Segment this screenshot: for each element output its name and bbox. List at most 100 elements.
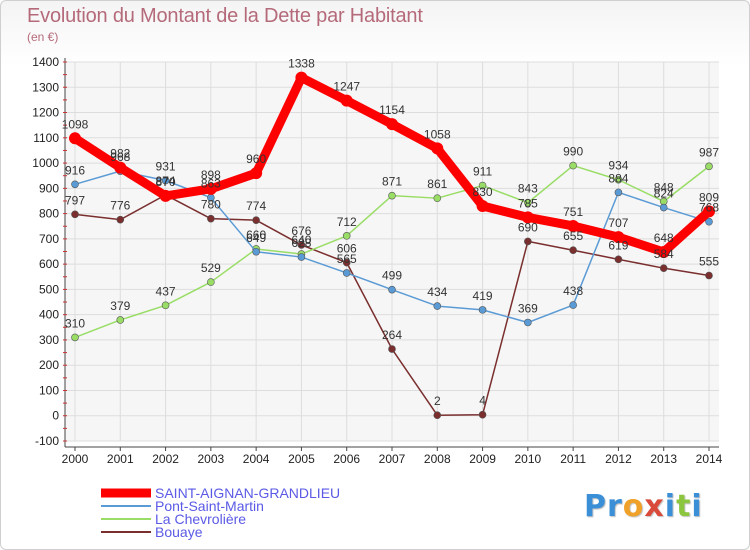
data-point: [659, 203, 668, 212]
logo-letter: P: [584, 489, 607, 524]
data-label: 776: [110, 199, 130, 213]
data-label: 1247: [333, 80, 360, 94]
y-tick-label: 300: [39, 333, 59, 347]
data-label: 619: [608, 238, 628, 252]
data-point: [524, 198, 532, 207]
data-point: [703, 205, 715, 218]
data-label: 982: [110, 147, 130, 161]
data-label: 861: [427, 177, 447, 191]
data-label: 884: [608, 171, 628, 185]
data-point: [252, 216, 260, 224]
data-label: 584: [654, 247, 674, 261]
data-label: 2: [434, 394, 441, 408]
x-tick-label: 2009: [469, 452, 496, 466]
legend-label: Pont-Saint-Martin: [155, 498, 264, 514]
y-tick-label: 0: [52, 409, 59, 423]
data-point: [386, 118, 398, 131]
data-point: [342, 232, 351, 240]
data-point: [657, 246, 670, 259]
data-label: 707: [608, 216, 628, 230]
data-point: [705, 162, 713, 171]
data-point: [116, 316, 125, 324]
logo-letter: i: [691, 489, 703, 524]
data-label: 785: [518, 196, 538, 210]
data-point: [433, 302, 442, 310]
legend-label: Bouaye: [155, 524, 203, 540]
y-tick-label: 200: [39, 358, 59, 372]
data-point: [340, 94, 353, 107]
data-label: 640: [291, 233, 311, 247]
y-tick-label: 400: [39, 308, 59, 322]
data-label: 690: [518, 220, 538, 234]
data-label: 4: [479, 394, 486, 408]
series-3: [71, 191, 713, 420]
data-point: [614, 255, 623, 264]
chart-title: Evolution du Montant de la Dette par Hab…: [27, 5, 423, 27]
chart-subtitle: (en €): [27, 30, 59, 44]
data-point: [524, 237, 532, 246]
data-point: [659, 264, 668, 272]
x-tick-label: 2001: [107, 452, 134, 466]
data-point: [705, 217, 713, 226]
data-label: 1154: [379, 103, 405, 117]
data-point: [116, 215, 125, 224]
data-label: 843: [518, 182, 538, 196]
logo-letter: i: [664, 489, 677, 524]
data-point: [569, 161, 577, 170]
data-label: 863: [201, 177, 221, 191]
data-point: [69, 132, 81, 145]
data-label: 934: [608, 159, 628, 173]
data-label: 824: [654, 187, 674, 201]
data-label: 264: [382, 328, 402, 342]
data-point: [159, 189, 172, 202]
data-point: [614, 175, 623, 184]
data-point: [569, 301, 577, 309]
data-point: [476, 200, 489, 213]
y-tick-label: 1100: [33, 131, 59, 145]
data-point: [295, 71, 308, 84]
data-label: 628: [291, 236, 311, 250]
logo-letter: t: [676, 489, 692, 524]
data-point: [71, 210, 79, 219]
data-point: [342, 258, 351, 267]
data-label: 529: [201, 261, 221, 275]
data-label: 379: [110, 299, 130, 313]
y-tick-label: 600: [39, 257, 59, 271]
data-point: [521, 211, 534, 224]
data-point: [71, 180, 79, 189]
y-tick-label: 1200: [32, 106, 59, 120]
data-label: 797: [65, 193, 85, 207]
logo-letter: x: [644, 489, 665, 524]
x-tick-label: 2006: [333, 452, 360, 466]
y-tick-label: 100: [39, 383, 59, 397]
data-label: 419: [473, 289, 493, 303]
data-label: 774: [246, 199, 266, 213]
x-tick-label: 2008: [424, 452, 451, 466]
data-point: [71, 333, 79, 342]
proxiti-logo: Proxiti: [584, 489, 703, 524]
logo-letter: o: [622, 489, 645, 524]
data-label: 960: [246, 152, 266, 166]
data-label: 987: [699, 145, 719, 159]
legend-label: La Chevrolière: [155, 511, 246, 527]
data-label: 310: [65, 316, 85, 330]
data-label: 751: [563, 205, 583, 219]
data-label: 660: [246, 228, 266, 242]
data-label: 434: [427, 285, 447, 299]
data-label: 499: [382, 269, 402, 283]
data-point: [161, 176, 170, 185]
y-tick-label: 900: [39, 181, 59, 195]
x-tick-label: 2004: [243, 452, 270, 466]
data-label: 1338: [288, 57, 315, 71]
data-label: 648: [654, 231, 674, 245]
data-label: 990: [563, 145, 583, 159]
data-label: 565: [337, 252, 357, 266]
legend-label: SAINT-AIGNAN-GRANDLIEU: [155, 485, 340, 501]
data-label: 780: [201, 198, 221, 212]
data-point: [207, 214, 215, 223]
data-label: 712: [337, 215, 357, 229]
data-point: [433, 194, 442, 202]
data-label: 1098: [62, 117, 89, 131]
